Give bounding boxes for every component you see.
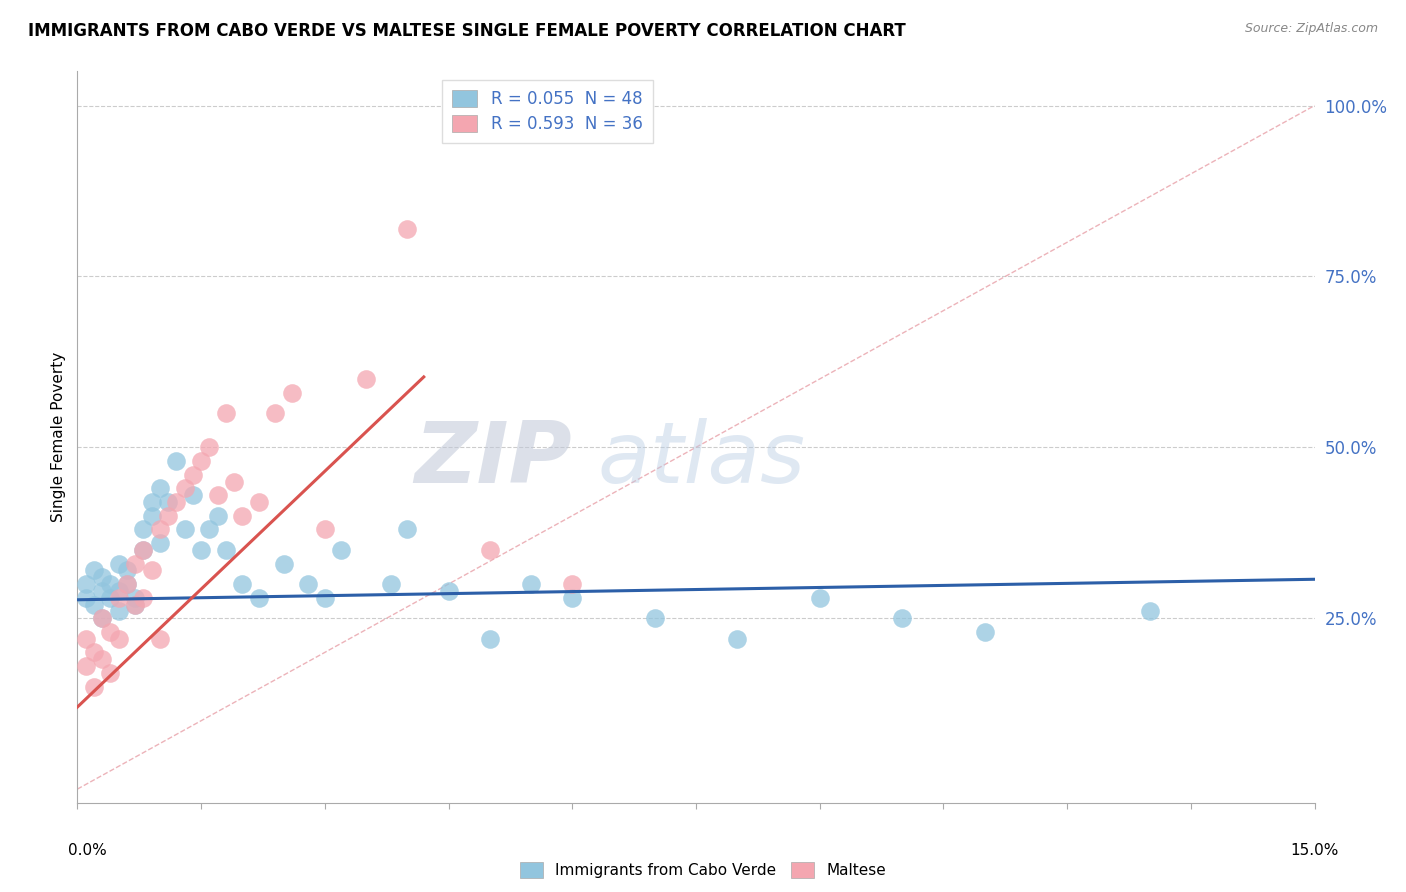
Point — [173, 522, 195, 536]
Point — [98, 665, 121, 680]
Point — [478, 542, 501, 557]
Text: ZIP: ZIP — [415, 417, 572, 500]
Point — [149, 522, 172, 536]
Point — [132, 542, 155, 557]
Point — [297, 577, 319, 591]
Point — [124, 598, 146, 612]
Point — [132, 542, 155, 557]
Text: 15.0%: 15.0% — [1291, 843, 1339, 858]
Point — [75, 632, 97, 646]
Point — [91, 583, 114, 598]
Point — [264, 406, 287, 420]
Point — [165, 495, 187, 509]
Point — [273, 557, 295, 571]
Point — [115, 577, 138, 591]
Point — [247, 495, 270, 509]
Point — [644, 611, 666, 625]
Point — [181, 467, 204, 482]
Point — [157, 495, 180, 509]
Point — [91, 652, 114, 666]
Point — [107, 557, 129, 571]
Text: IMMIGRANTS FROM CABO VERDE VS MALTESE SINGLE FEMALE POVERTY CORRELATION CHART: IMMIGRANTS FROM CABO VERDE VS MALTESE SI… — [28, 22, 905, 40]
Point — [83, 680, 105, 694]
Point — [141, 508, 163, 523]
Point — [808, 591, 831, 605]
Point — [207, 488, 229, 502]
Point — [83, 563, 105, 577]
Point — [107, 583, 129, 598]
Point — [149, 481, 172, 495]
Point — [725, 632, 748, 646]
Point — [190, 542, 212, 557]
Point — [198, 522, 221, 536]
Legend: Immigrants from Cabo Verde, Maltese: Immigrants from Cabo Verde, Maltese — [513, 856, 893, 884]
Point — [207, 508, 229, 523]
Point — [124, 591, 146, 605]
Point — [520, 577, 543, 591]
Point — [396, 522, 419, 536]
Text: Source: ZipAtlas.com: Source: ZipAtlas.com — [1244, 22, 1378, 36]
Point — [98, 624, 121, 639]
Point — [124, 557, 146, 571]
Point — [75, 591, 97, 605]
Point — [215, 542, 238, 557]
Point — [83, 598, 105, 612]
Point — [115, 563, 138, 577]
Point — [75, 659, 97, 673]
Point — [190, 454, 212, 468]
Point — [247, 591, 270, 605]
Y-axis label: Single Female Poverty: Single Female Poverty — [51, 352, 66, 522]
Point — [396, 221, 419, 235]
Point — [198, 440, 221, 454]
Point — [124, 598, 146, 612]
Point — [478, 632, 501, 646]
Point — [141, 495, 163, 509]
Point — [561, 577, 583, 591]
Point — [330, 542, 353, 557]
Point — [380, 577, 402, 591]
Point — [91, 611, 114, 625]
Point — [281, 385, 304, 400]
Point — [437, 583, 460, 598]
Point — [83, 645, 105, 659]
Point — [215, 406, 238, 420]
Point — [149, 536, 172, 550]
Point — [181, 488, 204, 502]
Point — [107, 591, 129, 605]
Point — [973, 624, 995, 639]
Point — [165, 454, 187, 468]
Point — [231, 508, 253, 523]
Text: 0.0%: 0.0% — [67, 843, 107, 858]
Point — [314, 522, 336, 536]
Point — [231, 577, 253, 591]
Point — [354, 372, 377, 386]
Point — [173, 481, 195, 495]
Point — [91, 611, 114, 625]
Point — [314, 591, 336, 605]
Point — [891, 611, 914, 625]
Point — [132, 591, 155, 605]
Point — [107, 604, 129, 618]
Point — [107, 632, 129, 646]
Text: atlas: atlas — [598, 417, 806, 500]
Point — [1139, 604, 1161, 618]
Point — [141, 563, 163, 577]
Point — [157, 508, 180, 523]
Legend: R = 0.055  N = 48, R = 0.593  N = 36: R = 0.055 N = 48, R = 0.593 N = 36 — [443, 79, 652, 143]
Point — [149, 632, 172, 646]
Point — [75, 577, 97, 591]
Point — [561, 591, 583, 605]
Point — [98, 577, 121, 591]
Point — [98, 591, 121, 605]
Point — [115, 577, 138, 591]
Point — [91, 570, 114, 584]
Point — [222, 475, 245, 489]
Point — [132, 522, 155, 536]
